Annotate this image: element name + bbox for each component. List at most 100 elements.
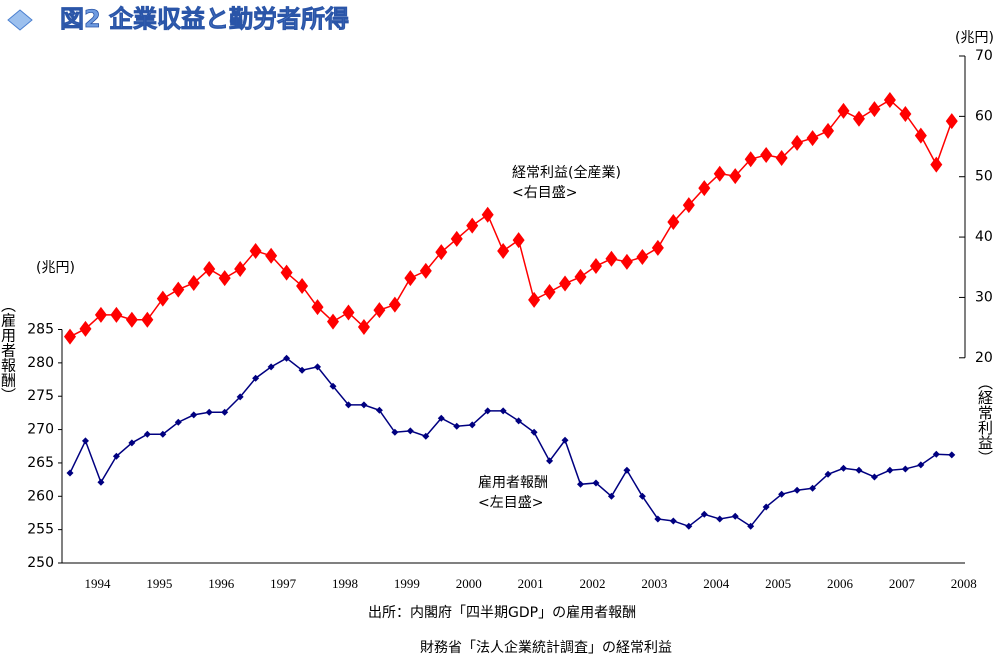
marker bbox=[221, 408, 229, 416]
marker bbox=[561, 436, 569, 444]
title-icon bbox=[7, 9, 33, 31]
marker bbox=[81, 437, 89, 445]
marker bbox=[917, 461, 925, 469]
marker bbox=[141, 311, 154, 328]
marker bbox=[669, 517, 677, 525]
x-tick-label: 2003 bbox=[641, 576, 667, 591]
marker bbox=[791, 134, 804, 151]
marker bbox=[700, 510, 708, 518]
x-tick-label: 2006 bbox=[827, 576, 854, 591]
marker bbox=[793, 486, 801, 494]
y-tick-label: 270 bbox=[27, 422, 54, 438]
marker bbox=[375, 406, 383, 414]
marker bbox=[342, 304, 355, 321]
marker bbox=[948, 451, 956, 459]
marker bbox=[824, 470, 832, 478]
marker bbox=[267, 363, 275, 371]
marker bbox=[855, 466, 863, 474]
marker bbox=[778, 490, 786, 498]
marker bbox=[97, 478, 105, 486]
marker bbox=[94, 306, 107, 323]
marker bbox=[605, 250, 618, 267]
marker bbox=[159, 430, 167, 438]
marker bbox=[747, 522, 755, 530]
marker bbox=[435, 244, 448, 261]
marker bbox=[760, 146, 773, 163]
marker bbox=[437, 414, 445, 422]
marker bbox=[174, 418, 182, 426]
marker bbox=[868, 101, 881, 118]
y-tick-label: 275 bbox=[27, 388, 54, 404]
marker bbox=[682, 197, 695, 214]
marker bbox=[172, 281, 185, 298]
marker bbox=[852, 110, 865, 127]
marker bbox=[190, 411, 198, 419]
marker bbox=[468, 421, 476, 429]
marker bbox=[515, 417, 523, 425]
marker bbox=[607, 492, 615, 500]
marker bbox=[252, 374, 260, 382]
marker bbox=[357, 319, 370, 336]
marker bbox=[592, 479, 600, 487]
x-tick-label: 1998 bbox=[332, 576, 358, 591]
marker bbox=[373, 302, 386, 319]
marker bbox=[589, 258, 602, 275]
marker bbox=[806, 130, 819, 147]
marker bbox=[344, 401, 352, 409]
marker bbox=[775, 150, 788, 167]
marker bbox=[296, 277, 309, 294]
marker bbox=[840, 464, 847, 472]
marker bbox=[667, 213, 680, 230]
series-label: 経常利益(全産業) bbox=[512, 164, 621, 181]
marker bbox=[559, 275, 572, 292]
x-tick-label: 1999 bbox=[394, 576, 420, 591]
marker bbox=[125, 311, 138, 328]
marker bbox=[546, 457, 554, 465]
marker bbox=[419, 262, 432, 279]
marker bbox=[156, 290, 169, 307]
marker bbox=[654, 515, 662, 523]
y2-tick-label: 60 bbox=[975, 108, 993, 124]
marker bbox=[837, 102, 850, 119]
marker bbox=[388, 296, 401, 313]
marker bbox=[422, 432, 430, 440]
series-line bbox=[69, 99, 953, 338]
marker bbox=[577, 480, 585, 488]
y2-label: （経常利益） bbox=[976, 375, 994, 465]
marker bbox=[930, 156, 943, 173]
marker bbox=[218, 270, 231, 287]
marker bbox=[64, 328, 76, 345]
x-tick-label: 2005 bbox=[765, 576, 791, 591]
series-label: 雇用者報酬 bbox=[478, 474, 548, 491]
source: 出所：内閣府「四半期GDP」の雇用者報酬 bbox=[368, 604, 636, 621]
marker bbox=[404, 270, 417, 287]
y-tick-label: 285 bbox=[27, 322, 54, 338]
marker bbox=[729, 168, 742, 185]
y-tick-label: 260 bbox=[27, 488, 54, 504]
marker bbox=[901, 465, 909, 473]
y2-tick-label: 30 bbox=[975, 289, 993, 305]
marker bbox=[314, 363, 322, 371]
marker bbox=[205, 408, 213, 416]
marker bbox=[484, 407, 492, 415]
marker bbox=[914, 127, 927, 144]
series-line bbox=[69, 357, 952, 528]
x-tick-label: 2002 bbox=[580, 576, 606, 591]
marker bbox=[685, 522, 693, 530]
marker bbox=[450, 230, 463, 247]
x-tick-label: 1995 bbox=[146, 576, 172, 591]
marker bbox=[112, 452, 120, 460]
y2-tick-label: 20 bbox=[975, 350, 993, 366]
y-tick-label: 265 bbox=[27, 455, 54, 471]
marker bbox=[280, 264, 293, 281]
marker bbox=[481, 206, 494, 223]
x-tick-label: 2004 bbox=[703, 576, 730, 591]
marker bbox=[883, 92, 896, 109]
x-tick-label: 1997 bbox=[270, 576, 297, 591]
marker bbox=[236, 393, 244, 401]
marker bbox=[716, 515, 724, 523]
marker bbox=[326, 313, 339, 330]
y-tick-label: 255 bbox=[27, 522, 54, 538]
marker bbox=[234, 261, 247, 278]
